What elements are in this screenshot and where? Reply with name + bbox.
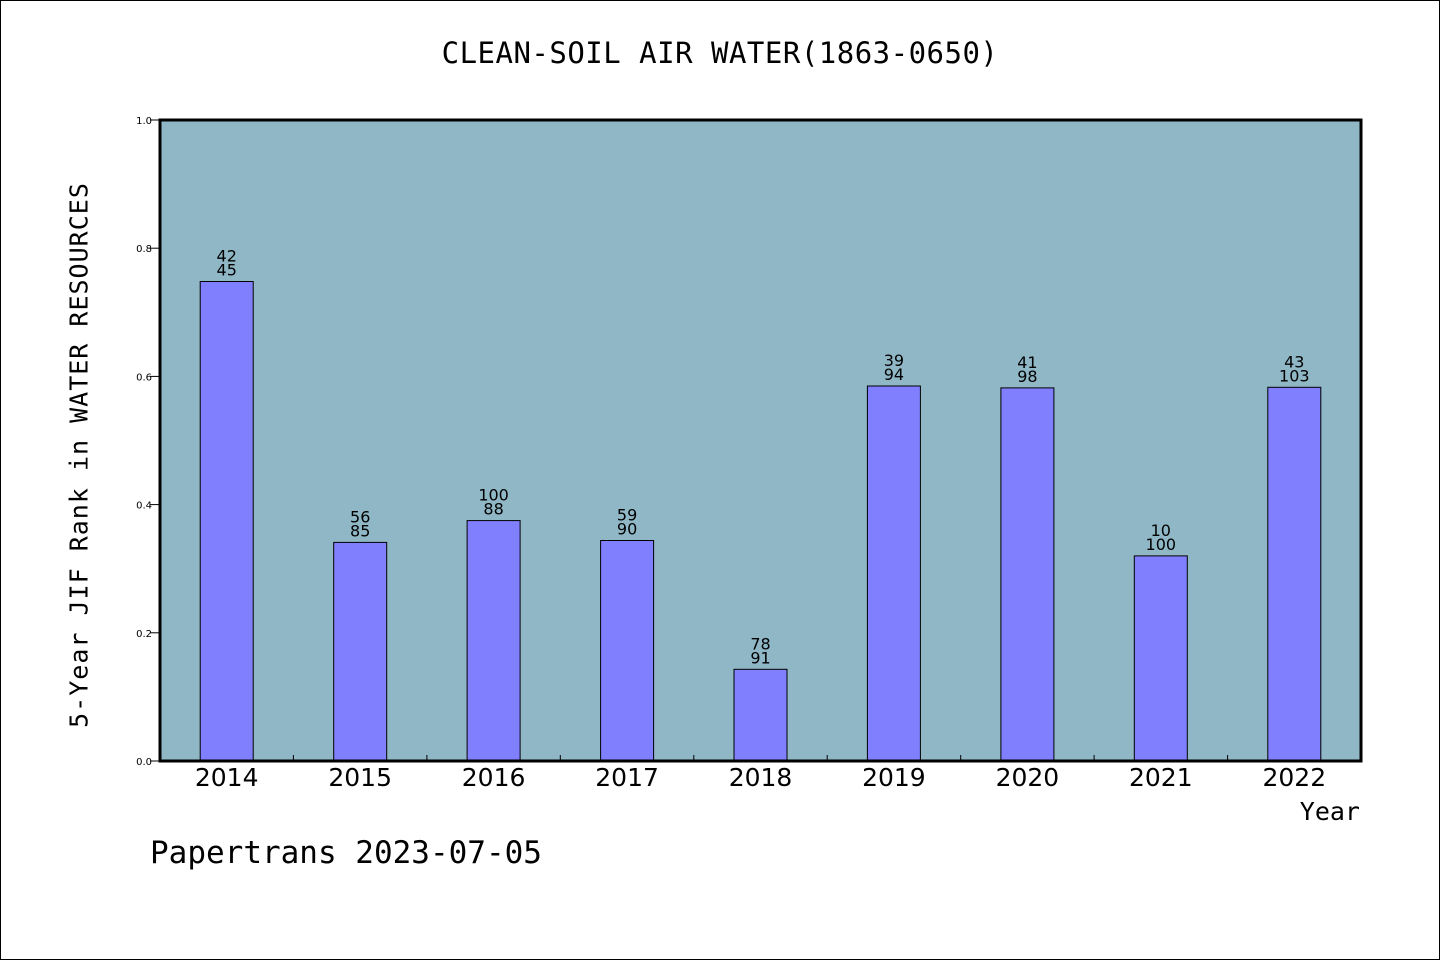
x-tick-label-2016: 2016 xyxy=(462,763,526,792)
y-tick-label: 0.8 xyxy=(136,244,152,255)
bar-label-top-2015: 56 xyxy=(350,507,370,526)
x-axis-title: Year xyxy=(1299,797,1360,826)
bar-label-top-2014: 42 xyxy=(217,247,237,266)
bar-label-top-2022: 43 xyxy=(1284,352,1304,371)
bar-2021 xyxy=(1133,555,1188,762)
x-tick-label-2022: 2022 xyxy=(1262,763,1326,792)
bar-label-top-2016: 100 xyxy=(478,486,509,505)
bar-label-bottom-2021: 100 xyxy=(1146,535,1177,554)
bar-label-bottom-2022: 103 xyxy=(1279,366,1310,385)
bar-2020 xyxy=(1000,387,1055,762)
bar-label-bottom-2018: 91 xyxy=(750,648,770,667)
x-tick-label-2021: 2021 xyxy=(1129,763,1193,792)
x-tick-label-2014: 2014 xyxy=(195,763,259,792)
bar-label-top-2019: 39 xyxy=(884,351,904,370)
plot-border xyxy=(158,118,1363,763)
footer-note: Papertrans 2023-07-05 xyxy=(150,835,542,871)
bar-label-top-2017: 59 xyxy=(617,506,637,525)
bar-label-top-2021: 10 xyxy=(1151,521,1171,540)
y-axis-title: 5-Year JIF Rank in WATER RESOURCES xyxy=(64,182,94,728)
bar-2017 xyxy=(600,540,655,762)
x-tick-label-2020: 2020 xyxy=(996,763,1060,792)
ticks-layer: 2014 2015 2016 2017 2018 2019 2020 2021 2022 0.0 0… xyxy=(136,116,1326,792)
bar-label-bottom-2020: 98 xyxy=(1017,367,1037,386)
x-tick-label-2018: 2018 xyxy=(729,763,793,792)
x-tick-label-2017: 2017 xyxy=(595,763,659,792)
bar-2014 xyxy=(199,281,254,762)
bar-2015 xyxy=(333,541,388,762)
bar-label-top-2020: 41 xyxy=(1017,353,1037,372)
y-tick-label: 0.2 xyxy=(136,629,152,640)
bar-label-bottom-2017: 90 xyxy=(617,520,637,539)
bar-2016 xyxy=(466,520,521,762)
bar-label-bottom-2019: 94 xyxy=(884,365,904,384)
x-tick-label-2019: 2019 xyxy=(862,763,926,792)
bar-label-bottom-2014: 45 xyxy=(217,261,237,280)
bar-2018 xyxy=(733,668,788,762)
y-tick-label: 0.6 xyxy=(136,372,152,383)
bar-label-bottom-2015: 85 xyxy=(350,521,370,540)
y-tick-label: 0.0 xyxy=(136,757,152,768)
chart-title: CLEAN-SOIL AIR WATER(1863-0650) xyxy=(441,36,999,70)
bar-label-top-2018: 78 xyxy=(750,634,770,653)
y-tick-label: 1.0 xyxy=(136,116,152,127)
bar-label-bottom-2016: 88 xyxy=(483,500,503,519)
bar-2019 xyxy=(866,385,921,762)
x-tick-label-2015: 2015 xyxy=(328,763,392,792)
y-tick-label: 0.4 xyxy=(136,501,152,512)
bar-2022 xyxy=(1267,386,1322,762)
